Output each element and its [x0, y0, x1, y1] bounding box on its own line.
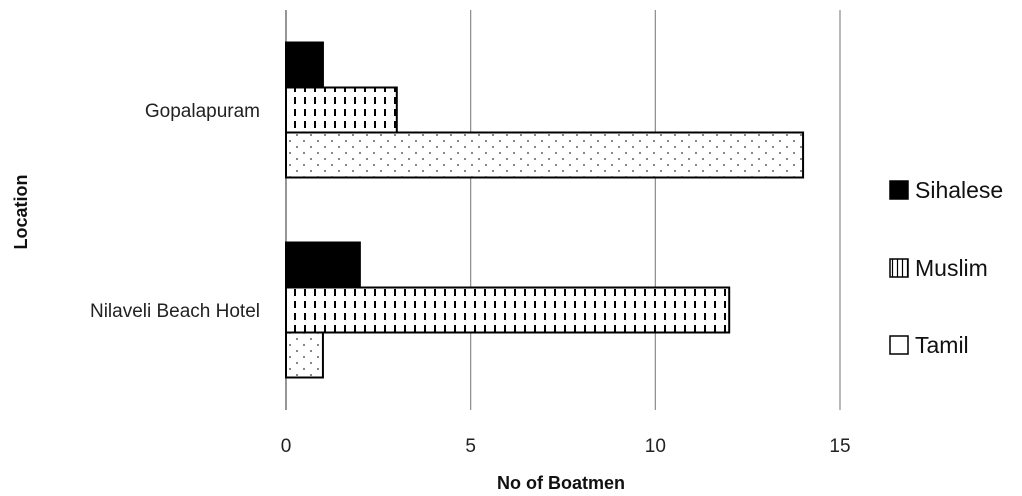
bar-tamil-2: [285, 331, 324, 379]
x-tick-label: 10: [645, 436, 666, 457]
legend-swatch-muslim: [889, 258, 909, 278]
legend: Sihalese Muslim Tamil: [889, 177, 1003, 358]
gridlines: [285, 10, 841, 410]
x-tick-labels: 0 5 10 15: [281, 436, 851, 457]
bar-muslim-1: [285, 86, 398, 134]
category-label: Nilaveli Beach Hotel: [90, 301, 260, 322]
bar-tamil-1: [285, 131, 805, 179]
category-labels: Gopalapuram Nilaveli Beach Hotel: [90, 101, 260, 322]
legend-swatch-sihalese: [889, 180, 909, 200]
bars: [285, 41, 805, 379]
y-axis-title: Location: [11, 175, 31, 250]
legend-label-tamil: Tamil: [915, 332, 969, 358]
bar-muslim-2: [285, 286, 731, 334]
x-tick-label: 5: [465, 436, 476, 457]
bar-sihalese-1: [285, 41, 324, 89]
legend-swatch-tamil: [889, 335, 909, 355]
category-label: Gopalapuram: [145, 101, 260, 122]
x-tick-label: 0: [281, 436, 292, 457]
x-axis-title: No of Boatmen: [497, 473, 625, 493]
x-tick-label: 15: [829, 436, 850, 457]
bar-sihalese-2: [285, 241, 361, 289]
legend-label-sihalese: Sihalese: [915, 177, 1003, 203]
legend-label-muslim: Muslim: [915, 255, 988, 281]
